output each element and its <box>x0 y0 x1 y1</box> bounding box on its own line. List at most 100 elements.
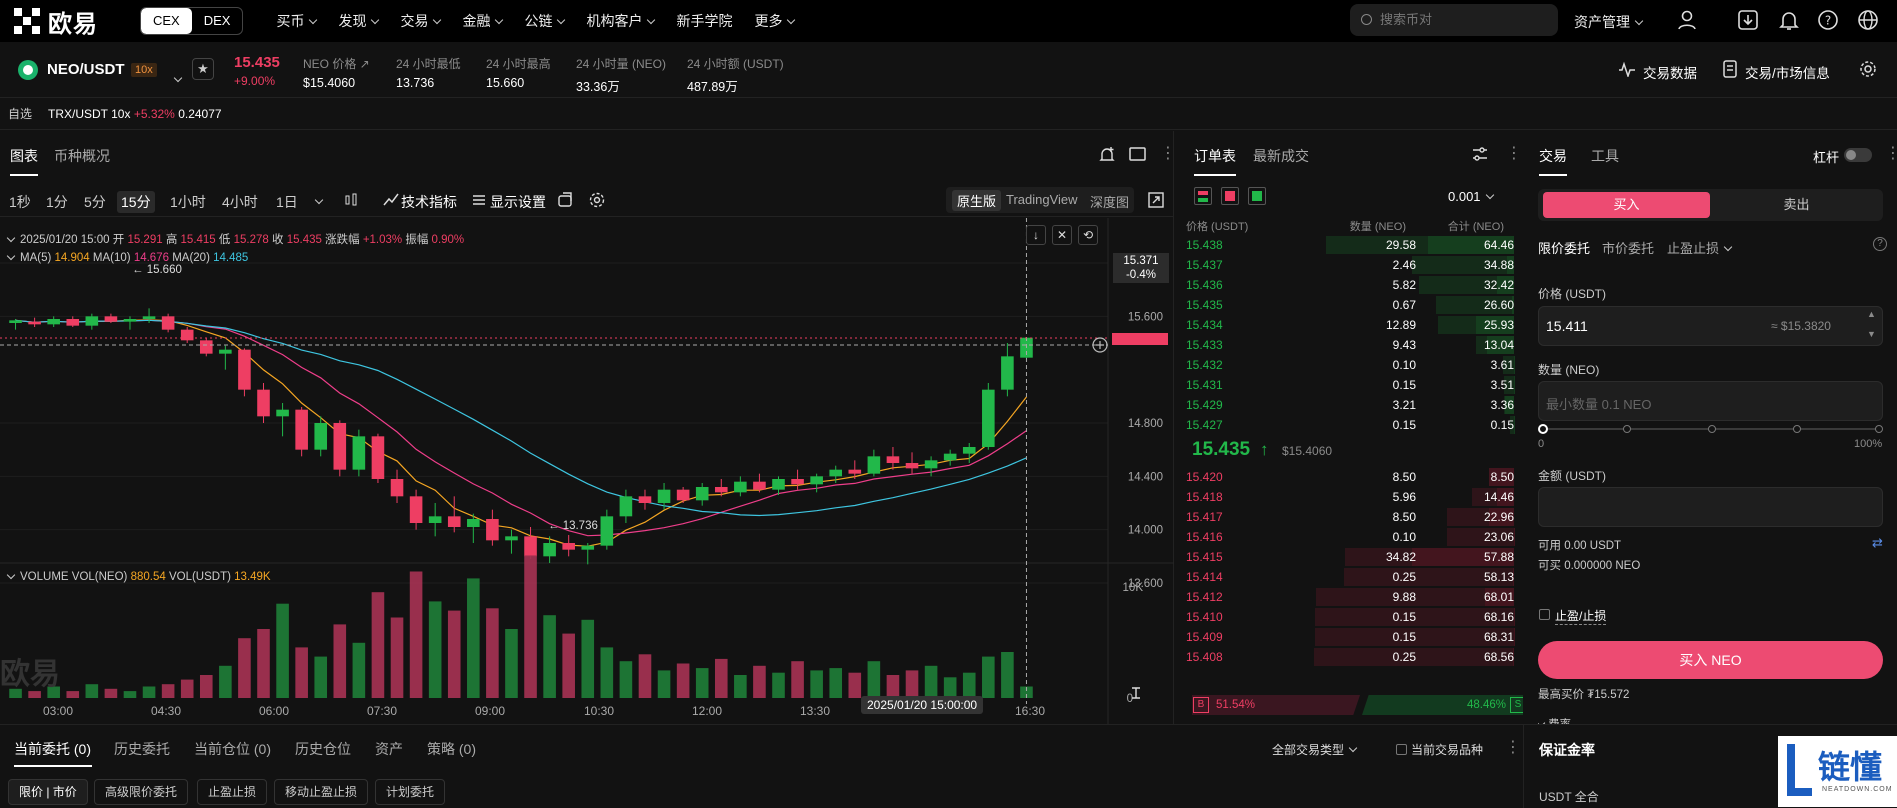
tab-coin-overview[interactable]: 币种概况 <box>54 148 110 164</box>
tab-trade[interactable]: 交易 <box>1539 148 1567 164</box>
cex-tab[interactable]: CEX <box>141 8 192 34</box>
qty-input[interactable]: 最小数量 0.1 NEO <box>1538 381 1883 421</box>
stat-neo-price[interactable]: NEO 价格 ↗ $15.4060 <box>303 57 370 90</box>
view-native[interactable]: 原生版 <box>952 190 1002 211</box>
okx-logo[interactable]: 欧易 <box>14 4 98 39</box>
chip-tpsl[interactable]: 止盈止损 <box>197 779 268 805</box>
chip-trigger[interactable]: 计划委托 <box>375 779 446 805</box>
asset-menu[interactable]: 资产管理 <box>1574 12 1644 32</box>
ask-row[interactable]: 15.436 5.82 32.42 <box>1186 275 1514 295</box>
bid-row[interactable]: 15.414 0.25 58.13 <box>1186 567 1514 587</box>
bid-row[interactable]: 15.415 34.82 57.88 <box>1186 547 1514 567</box>
menu-academy[interactable]: 新手学院 <box>676 13 733 29</box>
ask-row[interactable]: 15.434 12.89 25.93 <box>1186 315 1514 335</box>
bid-row[interactable]: 15.412 9.88 68.01 <box>1186 587 1514 607</box>
transfer-icon[interactable]: ⇄ <box>1872 535 1883 550</box>
menu-more[interactable]: 更多 <box>754 11 796 31</box>
slider-mark-100[interactable] <box>1875 425 1883 433</box>
info-icon[interactable]: ? <box>1873 237 1887 251</box>
star-icon[interactable]: ★ <box>192 58 214 80</box>
chip-limit-market[interactable]: 限价 | 市价 <box>8 779 88 805</box>
menu-finance[interactable]: 金融 <box>462 11 504 31</box>
bid-row[interactable]: 15.416 0.10 23.06 <box>1186 527 1514 547</box>
bid-row[interactable]: 15.409 0.15 68.31 <box>1186 627 1514 647</box>
fullscreen-icon[interactable] <box>1148 192 1164 208</box>
reset-icon[interactable]: ⟲ <box>1078 225 1098 245</box>
ob-more-icon[interactable]: ⋮ <box>1506 145 1522 162</box>
window-icon[interactable] <box>1129 146 1147 162</box>
slider-mark-25[interactable] <box>1623 425 1631 433</box>
price-down-icon[interactable]: ▼ <box>1867 329 1876 339</box>
tab-chart[interactable]: 图表 <box>10 148 38 164</box>
ask-row[interactable]: 15.437 2.46 34.88 <box>1186 255 1514 275</box>
tab-positions[interactable]: 当前仓位 (0) <box>194 741 271 757</box>
dex-tab[interactable]: DEX <box>203 13 231 28</box>
tab-open-orders[interactable]: 当前委托 (0) <box>14 741 91 757</box>
interval-dropdown-icon[interactable] <box>314 195 324 205</box>
tick-size-select[interactable]: 0.001 <box>1448 189 1494 204</box>
bottom-more-icon[interactable]: ⋮ <box>1505 739 1521 756</box>
more-vertical-icon[interactable]: ⋮ <box>1160 145 1176 162</box>
tab-assets[interactable]: 资产 <box>375 741 403 757</box>
market-info-link[interactable]: 交易/市场信息 <box>1745 66 1830 81</box>
ask-row[interactable]: 15.435 0.67 26.60 <box>1186 295 1514 315</box>
price-up-icon[interactable]: ▲ <box>1867 309 1876 319</box>
pair-name[interactable]: NEO/USDT <box>47 61 125 78</box>
view-tradingview[interactable]: TradingView <box>1006 192 1078 207</box>
collapse-icon[interactable]: ✕ <box>1052 225 1072 245</box>
tab-tools[interactable]: 工具 <box>1591 148 1619 164</box>
amount-input[interactable] <box>1538 487 1883 527</box>
cex-dex-switch[interactable]: CEX DEX <box>140 7 244 35</box>
tab-order-history[interactable]: 历史委托 <box>114 741 170 757</box>
bell-icon[interactable] <box>1778 9 1800 31</box>
interval-4h[interactable]: 4小时 <box>222 194 258 210</box>
interval-1m[interactable]: 1分 <box>46 194 68 210</box>
user-icon[interactable] <box>1676 9 1698 31</box>
tab-position-history[interactable]: 历史仓位 <box>295 741 351 757</box>
ob-view-bids-icon[interactable] <box>1248 187 1266 205</box>
favorites-label[interactable]: 自选 <box>8 107 33 121</box>
slider-mark-50[interactable] <box>1708 425 1716 433</box>
trade-type-filter[interactable]: 全部交易类型 <box>1272 741 1358 758</box>
leverage-toggle[interactable] <box>1844 148 1872 162</box>
menu-buy-crypto[interactable]: 买币 <box>276 11 318 31</box>
chip-trailing[interactable]: 移动止盈止损 <box>274 779 369 805</box>
chip-advanced-limit[interactable]: 高级限价委托 <box>94 779 189 805</box>
snapshot-icon[interactable] <box>558 192 574 208</box>
tab-recent-trades[interactable]: 最新成交 <box>1253 148 1309 164</box>
ask-row[interactable]: 15.432 0.10 3.61 <box>1186 355 1514 375</box>
ask-row[interactable]: 15.433 9.43 13.04 <box>1186 335 1514 355</box>
ask-row[interactable]: 15.427 0.15 0.15 <box>1186 415 1514 435</box>
buy-tab[interactable]: 买入 <box>1543 192 1710 218</box>
indicators-button[interactable]: 技术指标 <box>401 194 457 210</box>
globe-icon[interactable] <box>1857 9 1879 31</box>
arrow-down-icon[interactable]: ↓ <box>1026 225 1046 245</box>
interval-1s[interactable]: 1秒 <box>9 194 31 210</box>
tpsl-checkbox[interactable] <box>1539 609 1550 620</box>
bid-row[interactable]: 15.417 8.50 22.96 <box>1186 507 1514 527</box>
sell-tab[interactable]: 卖出 <box>1783 197 1810 212</box>
display-settings-button[interactable]: 显示设置 <box>490 194 546 210</box>
interval-5m[interactable]: 5分 <box>84 194 106 210</box>
alert-add-icon[interactable] <box>1098 145 1116 163</box>
slider-mark-75[interactable] <box>1793 425 1801 433</box>
order-type-tpsl[interactable]: 止盈止损 <box>1667 238 1733 257</box>
menu-chain[interactable]: 公链 <box>524 11 566 31</box>
tab-strategies[interactable]: 策略 (0) <box>427 741 476 757</box>
buy-neo-button[interactable]: 买入 NEO <box>1538 641 1883 679</box>
current-pair-checkbox[interactable] <box>1396 744 1407 755</box>
bid-row[interactable]: 15.418 5.96 14.46 <box>1186 487 1514 507</box>
candlestick-chart[interactable]: 16.00015.60014.80014.40014.00013.60010K0… <box>0 218 1174 724</box>
bid-row[interactable]: 15.408 0.25 68.56 <box>1186 647 1514 667</box>
trading-data-link[interactable]: 交易数据 <box>1643 66 1697 81</box>
interval-1d[interactable]: 1日 <box>276 194 298 210</box>
download-icon[interactable] <box>1737 9 1759 31</box>
slider-handle[interactable] <box>1538 424 1548 434</box>
ask-row[interactable]: 15.431 0.15 3.51 <box>1186 375 1514 395</box>
interval-15m[interactable]: 15分 <box>117 191 155 213</box>
help-icon[interactable]: ? <box>1817 9 1839 31</box>
menu-institution[interactable]: 机构客户 <box>586 11 656 31</box>
interval-1h[interactable]: 1小时 <box>170 194 206 210</box>
order-type-market[interactable]: 市价委托 <box>1602 241 1655 256</box>
bid-row[interactable]: 15.420 8.50 8.50 <box>1186 467 1514 487</box>
